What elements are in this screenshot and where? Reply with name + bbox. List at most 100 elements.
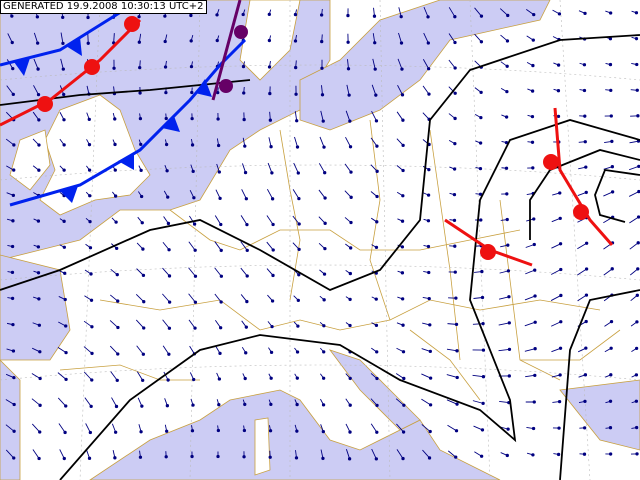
wind-arrow-head xyxy=(217,377,222,381)
wind-arrow-head xyxy=(216,454,220,459)
wind-arrow-head xyxy=(243,402,247,407)
wind-arrow-head xyxy=(165,429,169,433)
border xyxy=(169,209,521,251)
wind-arrow xyxy=(472,323,484,325)
wind-arrow-head xyxy=(141,273,146,278)
wind-arrow xyxy=(136,345,144,355)
wind-arrow-head xyxy=(36,271,41,275)
wind-arrow-head xyxy=(190,454,194,459)
wind-arrow-head xyxy=(219,300,223,304)
wind-arrow-head xyxy=(427,168,431,172)
wind-arrow-head xyxy=(428,349,432,354)
wind-arrow-head xyxy=(113,142,117,147)
wind-arrow xyxy=(214,241,222,251)
wind-arrow xyxy=(629,216,639,224)
wind-arrow-head xyxy=(37,118,41,122)
wind-arrow-head xyxy=(295,119,299,123)
wind-arrow-head xyxy=(90,325,94,329)
wind-arrow-head xyxy=(609,373,613,377)
wind-arrow-head xyxy=(609,88,613,92)
wind-arrow xyxy=(318,189,326,199)
wind-arrow-head xyxy=(556,89,561,93)
wind-arrow-head xyxy=(217,170,221,174)
wind-arrow-head xyxy=(346,40,350,44)
wind-arrow-head xyxy=(455,402,459,406)
wind-arrow-head xyxy=(140,404,144,408)
wind-arrow-head xyxy=(241,64,246,69)
wind-arrow-head xyxy=(114,220,118,224)
wind-arrow-head xyxy=(584,165,588,169)
warm-symbol xyxy=(480,244,496,260)
wind-arrow-head xyxy=(37,456,41,461)
wind-arrow-head xyxy=(36,219,41,223)
wind-arrow-head xyxy=(64,350,68,355)
wind-arrow-head xyxy=(165,169,169,173)
wind-arrow xyxy=(603,191,613,197)
isobar xyxy=(59,119,640,480)
wind-arrow-head xyxy=(454,322,459,327)
wind-arrow xyxy=(499,8,509,16)
wind-arrow xyxy=(5,449,15,459)
wind-arrow-head xyxy=(268,118,272,122)
wind-arrow-head xyxy=(347,457,352,461)
wind-arrow-head xyxy=(38,350,42,354)
wind-arrow-head xyxy=(166,195,170,199)
wind-arrow-head xyxy=(531,426,536,431)
wind-arrow-head xyxy=(295,402,299,407)
wind-arrow-head xyxy=(215,38,219,43)
wind-arrow-head xyxy=(373,67,377,71)
wind-arrow-head xyxy=(36,67,40,71)
wind-arrow-head xyxy=(532,242,536,247)
wind-arrow xyxy=(371,448,377,460)
wind-arrow-head xyxy=(293,39,298,43)
wind-arrow xyxy=(31,423,41,433)
wind-arrow xyxy=(162,319,170,329)
wind-arrow-head xyxy=(165,404,170,408)
wind-arrow xyxy=(447,424,457,432)
wind-arrow xyxy=(396,423,404,433)
wind-arrow-head xyxy=(87,143,92,147)
wind-arrow xyxy=(423,6,429,18)
wind-arrow-head xyxy=(636,267,640,271)
wind-arrow xyxy=(135,319,145,329)
wind-arrow-head xyxy=(479,40,484,44)
wind-arrow-head xyxy=(269,376,273,380)
wind-arrow-head xyxy=(635,293,639,297)
warm-front xyxy=(553,107,614,246)
wind-arrow-head xyxy=(608,62,613,67)
wind-arrow-head xyxy=(636,114,640,118)
wind-arrow-head xyxy=(36,93,41,97)
cold-symbol xyxy=(118,153,134,170)
wind-arrow-head xyxy=(193,300,198,304)
wind-arrow-head xyxy=(481,322,485,326)
wind-arrow-head xyxy=(453,40,457,45)
wind-arrow-head xyxy=(142,300,146,304)
wind-arrow-head xyxy=(37,143,41,147)
wind-arrow xyxy=(551,269,561,275)
wind-arrow xyxy=(345,449,351,459)
wind-arrow-head xyxy=(634,11,639,15)
wind-arrow-head xyxy=(608,426,613,430)
wind-arrow-head xyxy=(62,456,66,461)
wind-arrow-head xyxy=(374,245,379,250)
wind-arrow-head xyxy=(217,403,221,407)
wind-arrow xyxy=(57,397,67,407)
wind-arrow xyxy=(136,371,144,381)
wind-arrow xyxy=(422,59,430,69)
wind-arrow-head xyxy=(137,40,141,44)
wind-arrow-head xyxy=(141,378,145,382)
wind-arrow-head xyxy=(506,243,510,247)
wind-arrow xyxy=(292,189,300,199)
wind-arrow-head xyxy=(189,64,194,69)
wind-arrow-head xyxy=(505,89,509,94)
wind-arrow xyxy=(551,243,561,249)
wind-arrow-head xyxy=(12,429,16,433)
wind-arrow-head xyxy=(268,429,273,433)
wind-arrow-head xyxy=(114,404,119,409)
wind-arrow-head xyxy=(86,41,90,45)
wind-arrow-head xyxy=(637,189,640,194)
wind-arrow-head xyxy=(90,378,94,382)
wind-arrow-head xyxy=(192,196,196,200)
wind-arrow-head xyxy=(166,221,171,226)
wind-arrow-head xyxy=(636,241,640,245)
